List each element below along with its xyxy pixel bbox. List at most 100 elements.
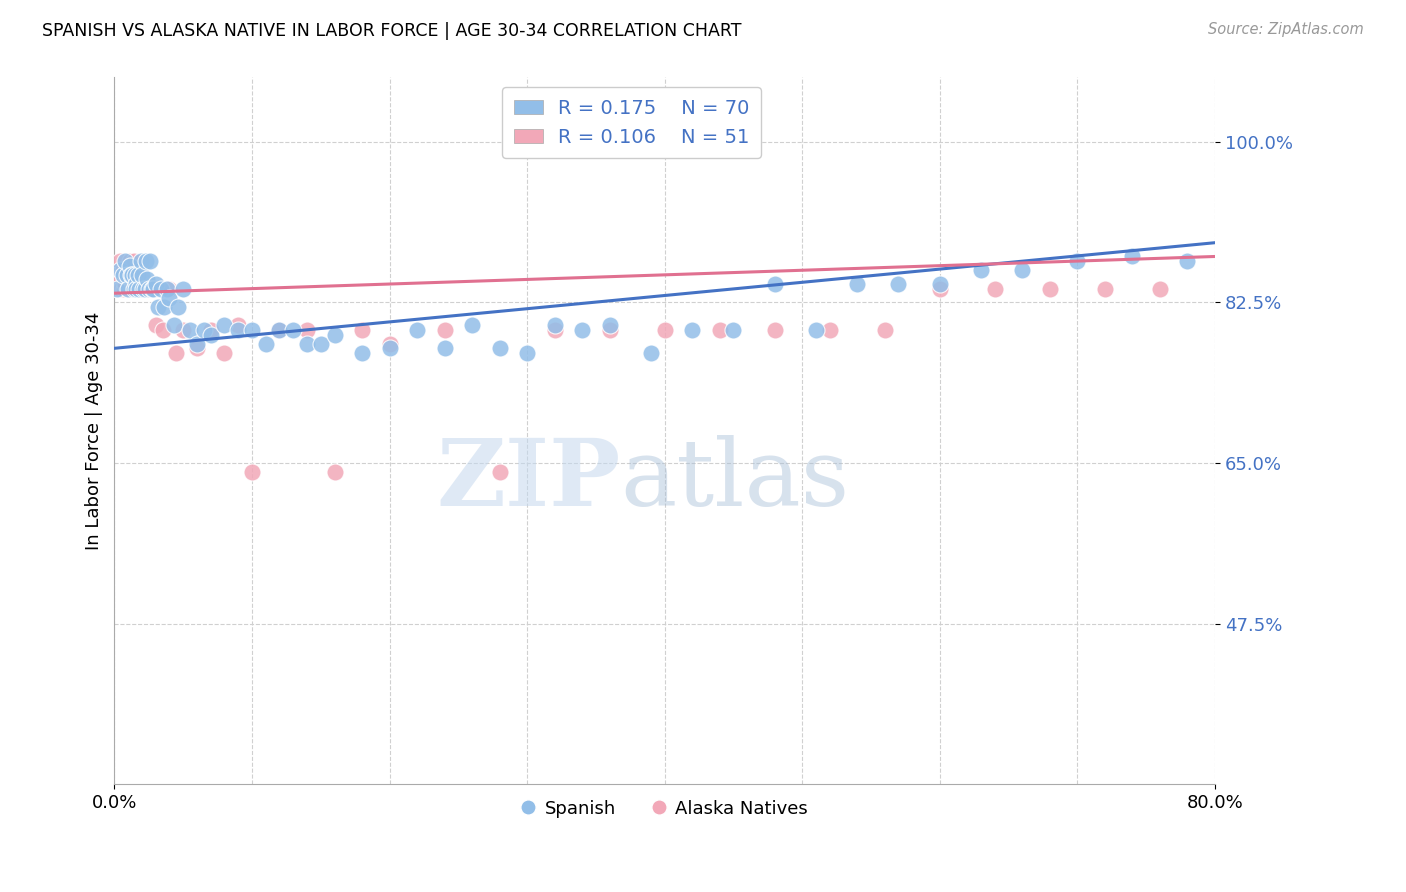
Point — [128, 268, 150, 282]
Point — [818, 323, 841, 337]
Point — [543, 318, 565, 333]
Point — [152, 323, 174, 337]
Point — [179, 323, 201, 337]
Point — [1011, 263, 1033, 277]
Point — [150, 282, 173, 296]
Point — [378, 336, 401, 351]
Point — [166, 300, 188, 314]
Point — [142, 282, 165, 296]
Point — [1175, 254, 1198, 268]
Point — [516, 346, 538, 360]
Point — [108, 263, 131, 277]
Point — [117, 282, 139, 296]
Point — [599, 323, 621, 337]
Point — [131, 268, 153, 282]
Y-axis label: In Labor Force | Age 30-34: In Labor Force | Age 30-34 — [86, 311, 103, 550]
Point — [543, 323, 565, 337]
Point — [887, 277, 910, 291]
Point — [928, 282, 950, 296]
Point — [984, 282, 1007, 296]
Point — [115, 263, 138, 277]
Point — [145, 318, 167, 333]
Point — [214, 346, 236, 360]
Point — [148, 300, 170, 314]
Point — [214, 318, 236, 333]
Point — [159, 282, 181, 296]
Point — [406, 323, 429, 337]
Point — [1094, 282, 1116, 296]
Point — [153, 300, 176, 314]
Point — [323, 327, 346, 342]
Point — [145, 277, 167, 291]
Point — [120, 268, 142, 282]
Point — [128, 282, 150, 296]
Point — [105, 282, 128, 296]
Point — [139, 254, 162, 268]
Point — [134, 282, 156, 296]
Point — [125, 268, 148, 282]
Point — [108, 254, 131, 268]
Point — [122, 254, 145, 268]
Point — [127, 282, 149, 296]
Point — [763, 277, 786, 291]
Point — [125, 277, 148, 291]
Text: SPANISH VS ALASKA NATIVE IN LABOR FORCE | AGE 30-34 CORRELATION CHART: SPANISH VS ALASKA NATIVE IN LABOR FORCE … — [42, 22, 742, 40]
Point — [159, 291, 181, 305]
Point — [186, 336, 208, 351]
Point — [1039, 282, 1062, 296]
Text: ZIP: ZIP — [436, 435, 620, 525]
Point — [283, 323, 305, 337]
Point — [378, 341, 401, 355]
Point — [200, 327, 222, 342]
Point — [114, 254, 136, 268]
Point — [141, 282, 163, 296]
Text: Source: ZipAtlas.com: Source: ZipAtlas.com — [1208, 22, 1364, 37]
Point — [709, 323, 731, 337]
Point — [121, 268, 143, 282]
Point — [120, 282, 142, 296]
Point — [114, 277, 136, 291]
Point — [118, 259, 141, 273]
Point — [117, 282, 139, 296]
Point — [804, 323, 827, 337]
Point — [488, 341, 510, 355]
Point — [200, 323, 222, 337]
Point — [240, 465, 263, 479]
Point — [127, 268, 149, 282]
Point — [111, 263, 134, 277]
Point — [138, 282, 160, 296]
Point — [122, 282, 145, 296]
Point — [193, 323, 215, 337]
Point — [162, 318, 184, 333]
Point — [240, 323, 263, 337]
Point — [110, 282, 132, 296]
Point — [186, 341, 208, 355]
Point — [1149, 282, 1171, 296]
Point — [136, 282, 159, 296]
Point — [156, 282, 179, 296]
Point — [165, 346, 187, 360]
Point — [309, 336, 332, 351]
Point — [131, 282, 153, 296]
Point — [111, 268, 134, 282]
Point — [112, 282, 135, 296]
Point — [846, 277, 869, 291]
Point — [254, 336, 277, 351]
Point — [488, 465, 510, 479]
Point — [654, 323, 676, 337]
Point — [118, 254, 141, 268]
Point — [1121, 250, 1143, 264]
Point — [873, 323, 896, 337]
Point — [115, 268, 138, 282]
Point — [269, 323, 291, 337]
Point — [226, 318, 249, 333]
Point — [132, 282, 155, 296]
Point — [350, 323, 373, 337]
Point — [928, 277, 950, 291]
Point — [350, 346, 373, 360]
Point — [599, 318, 621, 333]
Point — [323, 465, 346, 479]
Point — [763, 323, 786, 337]
Legend: Spanish, Alaska Natives: Spanish, Alaska Natives — [513, 792, 815, 825]
Point — [121, 268, 143, 282]
